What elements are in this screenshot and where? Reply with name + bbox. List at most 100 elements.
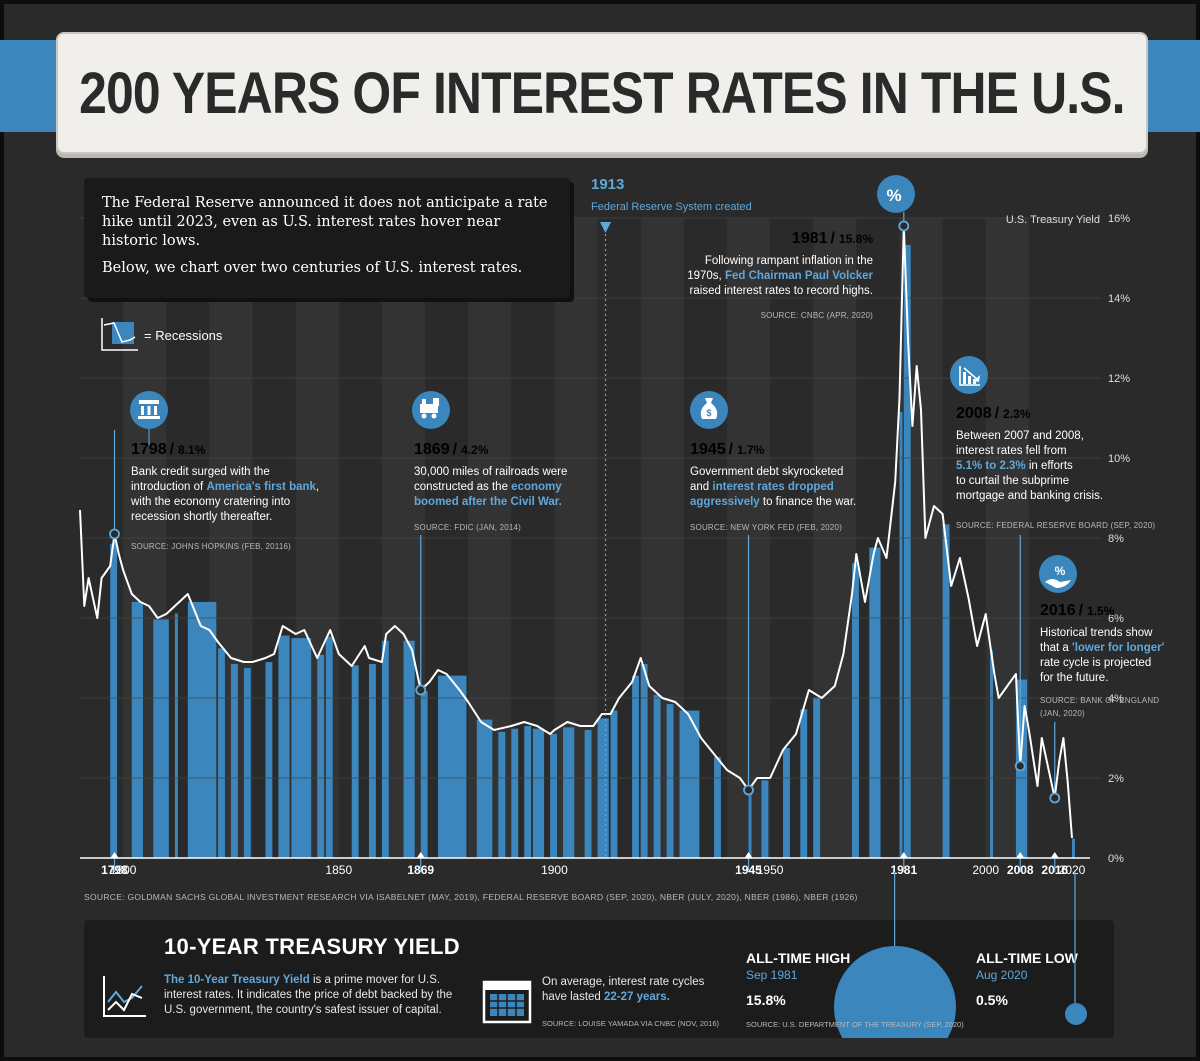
annotation-line: introduction of America's first bank, bbox=[131, 481, 319, 493]
annotation-line: raised interest rates to record highs. bbox=[690, 285, 873, 297]
annotation-1981: 1981/15.8% Following rampant inflation i… bbox=[687, 230, 873, 320]
annotation-line: Government debt skyrocketed bbox=[690, 466, 843, 478]
svg-text:1945/1.7%: 1945/1.7% bbox=[690, 441, 765, 458]
all-time-high-semicircle bbox=[834, 946, 956, 1038]
recession-bar bbox=[550, 733, 558, 858]
y-tick-label: 6% bbox=[1108, 613, 1124, 625]
recession-bar bbox=[610, 710, 618, 858]
svg-text:%: % bbox=[886, 186, 901, 205]
x-tick-label: 2016 bbox=[1041, 863, 1068, 877]
annotation-1869: 1869/4.2% 30,000 miles of railroads were… bbox=[414, 441, 567, 532]
ann-1945-value: 1.7% bbox=[737, 443, 765, 457]
intro-paragraph-1: The Federal Reserve announced it does no… bbox=[102, 195, 548, 249]
intro-paragraph-2: Below, we chart over two centuries of U.… bbox=[102, 260, 523, 276]
recession-bar bbox=[666, 704, 674, 858]
panel-text-2-highlight: 22-27 years. bbox=[604, 991, 670, 1003]
annotation-point bbox=[1049, 792, 1061, 804]
panel-text-1-highlight: The 10-Year Treasury Yield bbox=[164, 974, 310, 986]
recession-bar bbox=[563, 727, 575, 858]
ann-2008-year: 2008 bbox=[956, 405, 992, 422]
svg-text:$: $ bbox=[706, 408, 711, 418]
annotation-line: 30,000 miles of railroads were bbox=[414, 466, 567, 478]
annotation-line: boomed after the Civil War. bbox=[414, 496, 562, 508]
fed-year: 1913 bbox=[591, 176, 624, 193]
high-label: ALL-TIME HIGH bbox=[746, 950, 851, 966]
y-tick-label: 2% bbox=[1108, 773, 1124, 785]
recession-bar bbox=[632, 675, 639, 858]
recession-bar bbox=[351, 665, 359, 858]
y-tick-label: 10% bbox=[1108, 453, 1130, 465]
recession-bars bbox=[110, 244, 1075, 858]
recession-bar bbox=[852, 563, 859, 858]
annotation-line: with the economy cratering into bbox=[130, 496, 290, 508]
money-bag-icon: $ bbox=[690, 391, 728, 429]
ann-1798-year: 1798 bbox=[131, 441, 167, 458]
annotation-point bbox=[415, 684, 427, 696]
recession-bar bbox=[942, 524, 950, 858]
panel-text-2-source: SOURCE: LOUISE YAMADA VIA CNBC (NOV, 201… bbox=[542, 1019, 720, 1028]
x-tick-label: 2020 bbox=[1059, 863, 1086, 877]
ann-1869-year: 1869 bbox=[414, 441, 450, 458]
y-tick-label: 14% bbox=[1108, 293, 1130, 305]
svg-text:1798/8.1%: 1798/8.1% bbox=[131, 441, 206, 458]
x-tick-label: 1900 bbox=[541, 863, 568, 877]
annotation-2016: 2016/1.5% Historical trends show that a '… bbox=[1040, 602, 1165, 718]
y-axis-title: U.S. Treasury Yield bbox=[1006, 214, 1100, 226]
annotation-2008: 2008/2.3% Between 2007 and 2008, interest… bbox=[956, 405, 1155, 530]
recession-bar bbox=[903, 244, 911, 858]
ann-2008-value: 2.3% bbox=[1003, 407, 1031, 421]
recession-bar bbox=[218, 648, 225, 858]
recession-bar bbox=[437, 675, 467, 858]
annotation-line: interest rates fell from bbox=[956, 445, 1067, 457]
recession-bar bbox=[1072, 838, 1075, 858]
ann-1869-value: 4.2% bbox=[461, 443, 489, 457]
panel-title: 10-YEAR TREASURY YIELD bbox=[164, 934, 460, 959]
intro-box: The Federal Reserve announced it does no… bbox=[84, 178, 570, 298]
annotation-point bbox=[743, 784, 754, 796]
recession-bar bbox=[403, 640, 415, 858]
x-tick-label: 1945 bbox=[735, 863, 762, 877]
ann-2016-source2: (JAN, 2020) bbox=[1040, 709, 1085, 718]
x-tick-label: 2000 bbox=[972, 863, 999, 877]
ann-1945-year: 1945 bbox=[690, 441, 726, 458]
treasury-yield-panel: 10-YEAR TREASURY YIELD The 10-Year Treas… bbox=[84, 920, 1114, 1038]
annotation-point bbox=[898, 220, 910, 232]
recession-bar bbox=[131, 601, 143, 858]
annotation-line: mortgage and banking crisis. bbox=[956, 490, 1103, 502]
svg-text:%: % bbox=[1055, 564, 1066, 578]
recession-bar bbox=[597, 718, 609, 858]
annotation-1798: 1798/8.1% Bank credit surged with the int… bbox=[130, 441, 319, 551]
chart-source: SOURCE: GOLDMAN SACHS GLOBAL INVESTMENT … bbox=[84, 892, 858, 902]
recession-bar bbox=[761, 780, 769, 858]
recession-bar bbox=[291, 638, 312, 858]
x-axis-marker bbox=[899, 852, 908, 858]
trend-chart-icon bbox=[103, 976, 146, 1017]
recession-bar bbox=[498, 731, 506, 858]
recession-bar bbox=[640, 664, 648, 858]
recession-bar bbox=[110, 543, 118, 858]
svg-text:1869/4.2%: 1869/4.2% bbox=[414, 441, 489, 458]
annotation-line: for the future. bbox=[1040, 672, 1108, 684]
recession-bar bbox=[748, 792, 752, 858]
recession-bar bbox=[899, 411, 903, 858]
x-tick-label: 1950 bbox=[757, 863, 784, 877]
yield-line bbox=[79, 225, 1073, 839]
y-tick-label: 0% bbox=[1108, 853, 1124, 865]
ann-1981-year: 1981 bbox=[792, 230, 828, 247]
ann-1798-source: SOURCE: JOHNS HOPKINS (FEB, 20116) bbox=[131, 542, 291, 551]
recession-bar bbox=[278, 635, 290, 858]
ann-1981-source: SOURCE: CNBC (APR, 2020) bbox=[761, 311, 874, 320]
annotation-line: Bank credit surged with the bbox=[131, 466, 270, 478]
recession-bar bbox=[174, 613, 178, 858]
x-tick-label: 1869 bbox=[407, 863, 434, 877]
x-tick-label: 1798 bbox=[101, 863, 128, 877]
y-gridlines bbox=[80, 217, 1100, 779]
recession-bar bbox=[243, 667, 251, 858]
recession-bar bbox=[476, 719, 493, 858]
recession-bar bbox=[317, 654, 325, 858]
panel-text-2: On average, interest rate cycles have la… bbox=[542, 975, 722, 1005]
y-tick-label: 16% bbox=[1108, 213, 1130, 225]
